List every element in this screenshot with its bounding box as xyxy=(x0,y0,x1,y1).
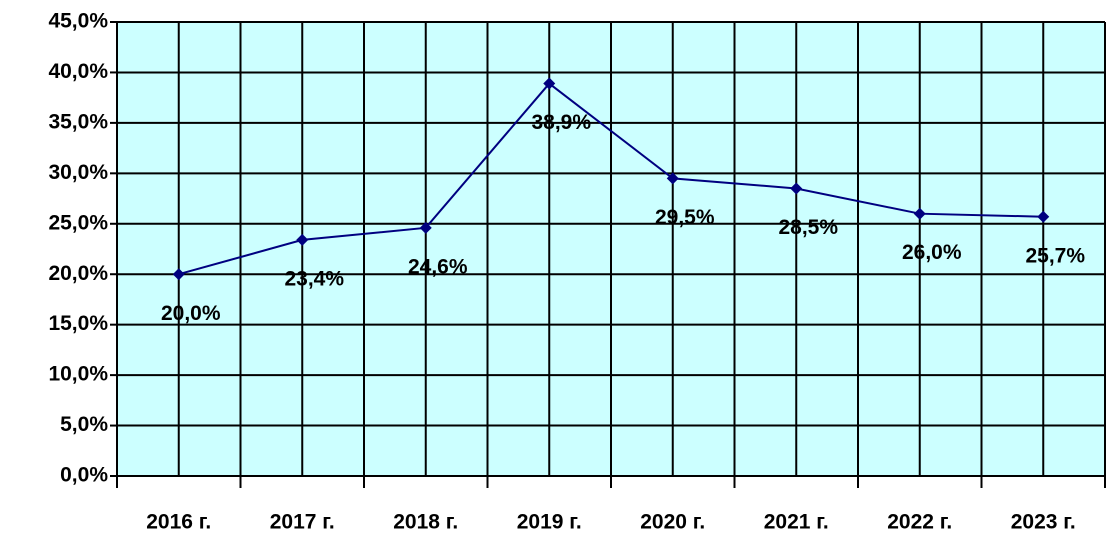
x-tick-label: 2023 г. xyxy=(1011,511,1076,534)
marker xyxy=(543,77,556,90)
y-tick-label: 45,0% xyxy=(48,10,108,33)
y-tick-label: 5,0% xyxy=(60,413,108,436)
y-tick-label: 15,0% xyxy=(48,312,108,335)
data-label: 25,7% xyxy=(1025,244,1085,267)
x-tick-label: 2022 г. xyxy=(887,511,952,534)
marker xyxy=(419,221,432,234)
series-line xyxy=(178,82,1044,276)
x-tick-label: 2017 г. xyxy=(270,511,335,534)
x-tick-label: 2016 г. xyxy=(146,511,211,534)
marker xyxy=(666,172,679,185)
y-tick-label: 40,0% xyxy=(48,60,108,83)
data-label: 26,0% xyxy=(902,241,962,264)
marker xyxy=(296,233,309,246)
marker xyxy=(913,207,926,220)
marker xyxy=(172,268,185,281)
marker xyxy=(1037,210,1050,223)
marker xyxy=(790,182,803,195)
data-label: 38,9% xyxy=(531,111,591,134)
x-tick-label: 2018 г. xyxy=(393,511,458,534)
data-label: 24,6% xyxy=(408,255,468,278)
y-tick-label: 25,0% xyxy=(48,211,108,234)
data-label: 28,5% xyxy=(778,216,838,239)
y-tick-label: 0,0% xyxy=(60,464,108,487)
y-tick-label: 20,0% xyxy=(48,262,108,285)
y-tick-label: 10,0% xyxy=(48,363,108,386)
y-tick-label: 35,0% xyxy=(48,110,108,133)
y-tick-label: 30,0% xyxy=(48,161,108,184)
x-tick-label: 2020 г. xyxy=(640,511,705,534)
x-tick-label: 2019 г. xyxy=(517,511,582,534)
data-label: 23,4% xyxy=(284,267,344,290)
data-label: 29,5% xyxy=(655,206,715,229)
x-tick-label: 2021 г. xyxy=(764,511,829,534)
data-label: 20,0% xyxy=(161,302,221,325)
